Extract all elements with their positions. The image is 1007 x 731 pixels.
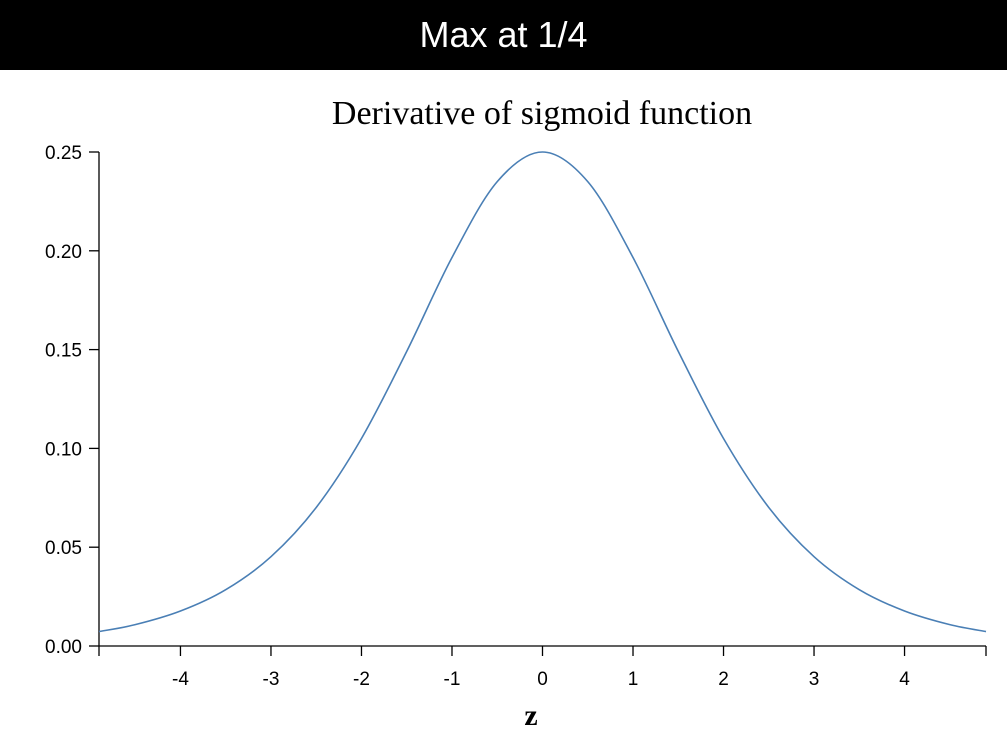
x-axis-label: z bbox=[524, 699, 537, 731]
y-tick-label: 0.00 bbox=[45, 637, 82, 658]
y-tick-label: 0.25 bbox=[45, 143, 82, 164]
x-tick-label: -3 bbox=[263, 669, 280, 690]
y-tick-label: 0.10 bbox=[45, 439, 82, 460]
x-tick-label: -4 bbox=[172, 669, 189, 690]
y-tick-label: 0.15 bbox=[45, 341, 82, 362]
x-tick-label: 0 bbox=[537, 669, 548, 690]
y-axis: 0.00 0.05 0.10 0.15 0.20 0.25 bbox=[45, 143, 100, 658]
x-tick-label: 2 bbox=[718, 669, 729, 690]
x-tick-label: 1 bbox=[628, 669, 639, 690]
x-tick-label: -1 bbox=[444, 669, 461, 690]
banner-title: Max at 1/4 bbox=[419, 14, 588, 55]
plot-area bbox=[98, 151, 987, 633]
series-line bbox=[98, 151, 987, 633]
x-tick-label: 3 bbox=[809, 669, 820, 690]
y-tick-label: 0.05 bbox=[45, 538, 82, 559]
y-tick-label: 0.20 bbox=[45, 242, 82, 263]
x-tick-label: 4 bbox=[899, 669, 910, 690]
chart: Derivative of sigmoid function 0.000.050… bbox=[45, 95, 987, 731]
chart-title: Derivative of sigmoid function bbox=[332, 95, 752, 132]
x-tick-label: -2 bbox=[353, 669, 370, 690]
banner: Max at 1/4 bbox=[0, 0, 1007, 70]
x-axis: -4 -3 -2 -1 0 1 2 3 4 bbox=[98, 645, 987, 690]
